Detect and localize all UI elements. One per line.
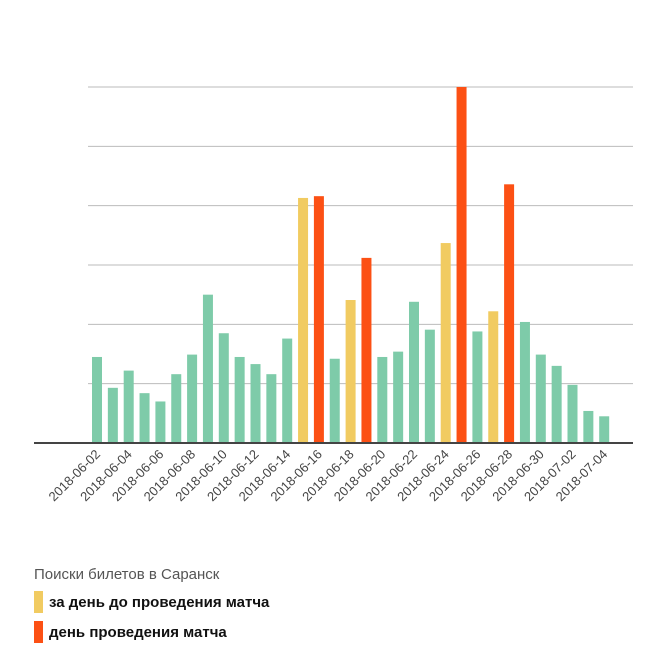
legend-label-day-before: за день до проведения матча [49,593,270,611]
bar-2018-06-11 [234,356,245,443]
bar-2018-06-26 [472,331,483,443]
bar-2018-06-20 [377,356,388,443]
bar-2018-06-22 [409,301,419,443]
bar-2018-06-06 [155,401,166,443]
legend-label-match-day: день проведения матча [49,623,227,641]
bar-2018-06-21 [393,351,404,443]
bar-2018-06-29 [519,321,530,443]
bar-2018-06-28 [504,184,515,443]
bar-chart: 2018-06-022018-06-042018-06-062018-06-08… [34,86,633,505]
bar-2018-06-15 [298,197,309,443]
bar-2018-06-19 [361,257,372,443]
legend-swatch-day-before [34,591,43,613]
bar-2018-07-03 [583,410,594,443]
bar-2018-07-04 [599,416,610,443]
bar-2018-06-17 [329,358,340,443]
bar-2018-06-03 [107,387,118,443]
bar-2018-06-10 [218,333,229,443]
bar-2018-06-12 [250,364,261,443]
bar-2018-06-05 [139,393,150,443]
bar-2018-07-01 [551,365,562,443]
bars [92,87,610,443]
bar-2018-06-13 [266,374,277,443]
bar-2018-06-07 [171,374,182,443]
bar-2018-06-14 [282,338,293,443]
bar-2018-06-25 [456,87,467,443]
bar-2018-06-18 [345,300,356,443]
bar-2018-06-16 [313,196,324,443]
bar-2018-06-08 [187,354,198,443]
bar-2018-07-02 [567,384,578,443]
legend-item-match-day: день проведения матча [34,621,269,643]
bar-2018-06-02 [92,356,102,443]
bar-2018-06-30 [535,354,546,443]
gridlines [88,86,633,385]
x-tick-labels: 2018-06-022018-06-042018-06-062018-06-08… [45,447,610,505]
legend-item-day-before: за день до проведения матча [34,591,269,613]
legend: Поиски билетов в Саранск за день до пров… [34,566,269,651]
legend-title: Поиски билетов в Саранск [34,566,220,583]
bar-2018-06-09 [202,294,213,443]
bar-2018-06-23 [424,329,435,443]
bar-2018-06-27 [488,311,499,443]
bar-2018-06-24 [440,243,451,443]
legend-swatch-match-day [34,621,43,643]
bar-2018-06-04 [123,370,134,443]
